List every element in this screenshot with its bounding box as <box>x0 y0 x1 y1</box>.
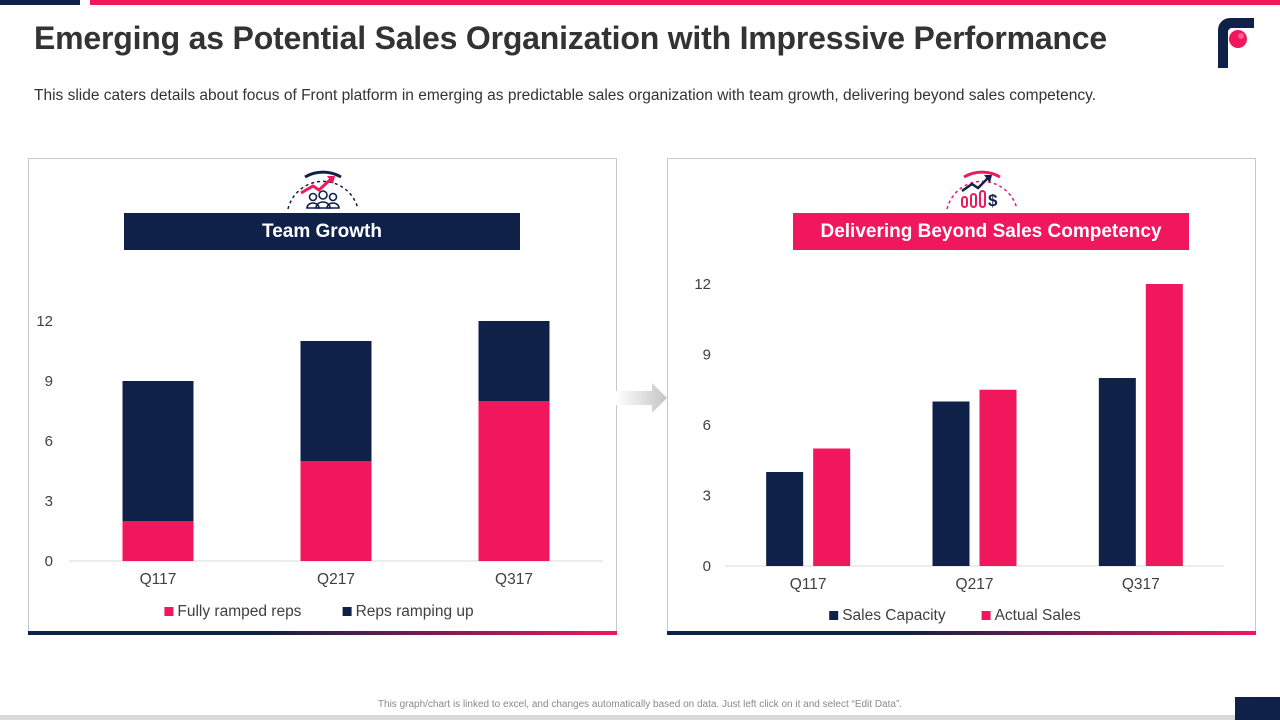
legend-label: Fully ramped reps <box>177 603 301 620</box>
sales-growth-icon: $ <box>946 170 1018 210</box>
page-subtitle: This slide caters details about focus of… <box>34 87 1097 104</box>
panel-underline <box>667 631 1256 635</box>
x-tick-label: Q217 <box>956 576 994 593</box>
front-logo-icon <box>1218 18 1254 68</box>
team-growth-chart[interactable]: 0 3 6 9 12 Q117 Q217 Q317 Fully ramped reps Reps … <box>29 159 618 633</box>
right-arrow-icon <box>616 383 667 413</box>
bar <box>478 401 550 561</box>
sales-competency-panel: $ Delivering Beyond Sales Competency 0 3 6… <box>667 158 1257 635</box>
x-tick-label: Q117 <box>790 576 827 593</box>
y-tick-label: 0 <box>703 558 711 575</box>
x-tick-label: Q117 <box>140 571 177 588</box>
x-tick-label: Q217 <box>317 571 355 588</box>
bar <box>1145 284 1183 566</box>
y-tick-label: 3 <box>45 493 53 510</box>
sales-competency-chart[interactable]: 0 3 6 9 12 Q117 Q217 Q317 Sales Capacity Actual S… <box>668 159 1257 633</box>
team-growth-banner: Team Growth <box>124 213 520 250</box>
bar <box>122 521 194 561</box>
team-growth-panel: Team Growth 0 3 6 9 12 Q117 Q217 Q317 Fully ramp… <box>28 158 618 635</box>
legend-label: Sales Capacity <box>842 607 946 624</box>
bottom-corner-block <box>1235 697 1280 720</box>
y-tick-label: 9 <box>703 347 711 364</box>
y-tick-label: 6 <box>45 433 53 450</box>
top-accent-bar-pink <box>90 0 1280 5</box>
bar <box>932 401 970 566</box>
legend-label: Actual Sales <box>995 607 1081 624</box>
bar <box>300 461 372 561</box>
sales-competency-banner: Delivering Beyond Sales Competency <box>793 213 1189 250</box>
y-tick-label: 6 <box>703 417 711 434</box>
bar <box>766 472 804 566</box>
x-tick-label: Q317 <box>495 571 533 588</box>
y-tick-label: 12 <box>36 313 53 330</box>
y-tick-label: 12 <box>694 276 711 293</box>
bar <box>1098 378 1136 566</box>
page-title: Emerging as Potential Sales Organization… <box>34 20 1107 56</box>
y-tick-label: 0 <box>45 553 53 570</box>
footer-note: This graph/chart is linked to excel, and… <box>377 699 903 710</box>
svg-text:$: $ <box>988 191 998 210</box>
legend-swatch <box>342 607 352 616</box>
top-accent-bar-dark <box>0 0 80 5</box>
x-tick-label: Q317 <box>1122 576 1160 593</box>
bar <box>300 341 372 461</box>
bottom-strip <box>0 715 1235 720</box>
bar <box>979 389 1017 566</box>
y-tick-label: 3 <box>703 488 711 505</box>
y-tick-label: 9 <box>45 373 53 390</box>
legend-label: Reps ramping up <box>356 603 474 620</box>
legend-swatch <box>164 607 174 616</box>
bar <box>813 448 851 566</box>
legend-swatch <box>829 611 839 620</box>
legend-swatch <box>981 611 991 620</box>
panel-underline <box>28 631 617 635</box>
team-growth-icon <box>287 170 359 210</box>
bar <box>122 381 194 521</box>
bar <box>478 321 550 401</box>
